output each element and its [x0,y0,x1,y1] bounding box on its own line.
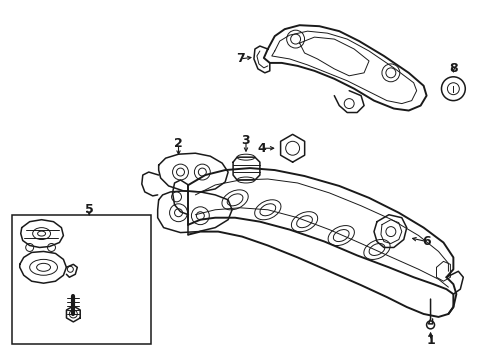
Text: 7: 7 [236,53,245,66]
Bar [12,215,151,344]
Text: 2: 2 [174,137,183,150]
Text: 3: 3 [242,134,250,147]
Text: 8: 8 [449,62,458,75]
Text: 6: 6 [422,235,431,248]
Text: 4: 4 [257,142,266,155]
Text: 5: 5 [85,203,94,216]
Text: 1: 1 [426,334,435,347]
